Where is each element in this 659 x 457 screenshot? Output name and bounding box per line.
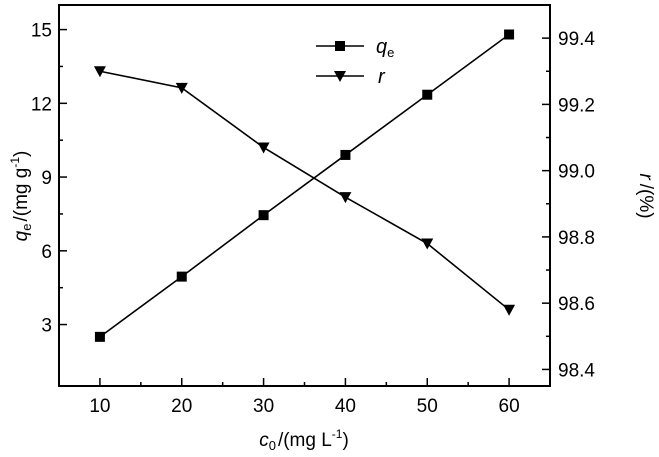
x-axis-title-sup: -1 — [332, 427, 343, 441]
y-right-tick-label: 99.0 — [558, 162, 595, 183]
legend-marker-triangle — [334, 71, 346, 82]
legend-label-qe-sub: e — [387, 45, 394, 60]
legend-marker-square — [335, 41, 345, 51]
plot-area-border — [58, 4, 551, 387]
x-axis-title: c0/(mg L-1) — [259, 427, 349, 453]
x-tick-label: 20 — [171, 396, 192, 417]
y-right-axis-title-symbol: r — [635, 173, 656, 180]
x-axis-title-unit: /(mg L — [278, 430, 332, 451]
x-tick-label: 40 — [335, 396, 356, 417]
y-right-tick-label: 98.4 — [558, 360, 595, 381]
y-left-tick-label: 6 — [41, 242, 52, 263]
data-point-r — [175, 82, 188, 94]
data-point-r — [421, 238, 434, 250]
y-left-axis-title-sup: -1 — [8, 157, 22, 168]
y-right-tick-label: 98.8 — [558, 228, 595, 249]
y-left-tick-label: 3 — [41, 316, 52, 337]
y-left-axis-title-close: ) — [11, 151, 32, 157]
x-axis-title-symbol: c — [259, 430, 269, 451]
data-point-qe — [340, 149, 351, 160]
y-left-tick-label: 15 — [31, 21, 52, 42]
data-point-r — [257, 142, 270, 154]
x-tick-label: 30 — [253, 396, 274, 417]
y-right-tick-label: 98.6 — [558, 294, 595, 315]
legend-label-qe: qe — [376, 36, 394, 60]
x-axis-title-sub: 0 — [269, 438, 276, 453]
y-right-tick-label: 99.4 — [558, 29, 595, 50]
y-left-tick-label: 9 — [41, 168, 52, 189]
legend-entry-r: r — [316, 66, 386, 88]
y-right-axis-ticks: 98.4 98.6 98.8 99.0 99.2 99.4 — [542, 29, 595, 381]
series-line-r — [99, 70, 510, 311]
data-point-r — [503, 304, 516, 316]
y-right-axis-title: r /(%) — [635, 173, 656, 218]
data-point-qe — [94, 331, 105, 342]
x-axis-title-close: ) — [342, 430, 348, 451]
y-right-tick-label: 99.2 — [558, 95, 595, 116]
y-left-axis-title-sub: e — [19, 224, 34, 231]
x-tick-label: 60 — [499, 396, 520, 417]
data-point-r — [93, 66, 106, 78]
legend: qe r — [316, 36, 394, 88]
x-tick-label: 50 — [417, 396, 438, 417]
x-axis-ticks: 10 20 30 40 50 60 — [89, 378, 520, 417]
data-point-qe — [258, 210, 269, 221]
data-point-qe — [504, 29, 515, 40]
legend-entry-qe: qe — [316, 36, 394, 60]
y-left-axis-ticks: 3 6 9 12 15 — [31, 21, 67, 337]
y-left-axis-title-unit: /(mg g — [11, 168, 32, 222]
legend-label-qe-symbol: q — [376, 36, 387, 58]
plot-frame — [58, 4, 551, 387]
series-line-qe — [99, 33, 510, 338]
y-left-tick-label: 12 — [31, 94, 52, 115]
data-point-qe — [176, 271, 187, 282]
data-point-r — [339, 192, 352, 204]
legend-label-r: r — [378, 66, 386, 88]
y-right-axis-title-unit: /(%) — [635, 184, 656, 219]
data-point-qe — [422, 89, 433, 100]
y-left-axis-title: qe /(mg g-1) — [8, 151, 34, 242]
series-layer — [93, 29, 516, 342]
x-tick-label: 10 — [89, 396, 110, 417]
y-left-axis-title-symbol: q — [11, 230, 32, 241]
